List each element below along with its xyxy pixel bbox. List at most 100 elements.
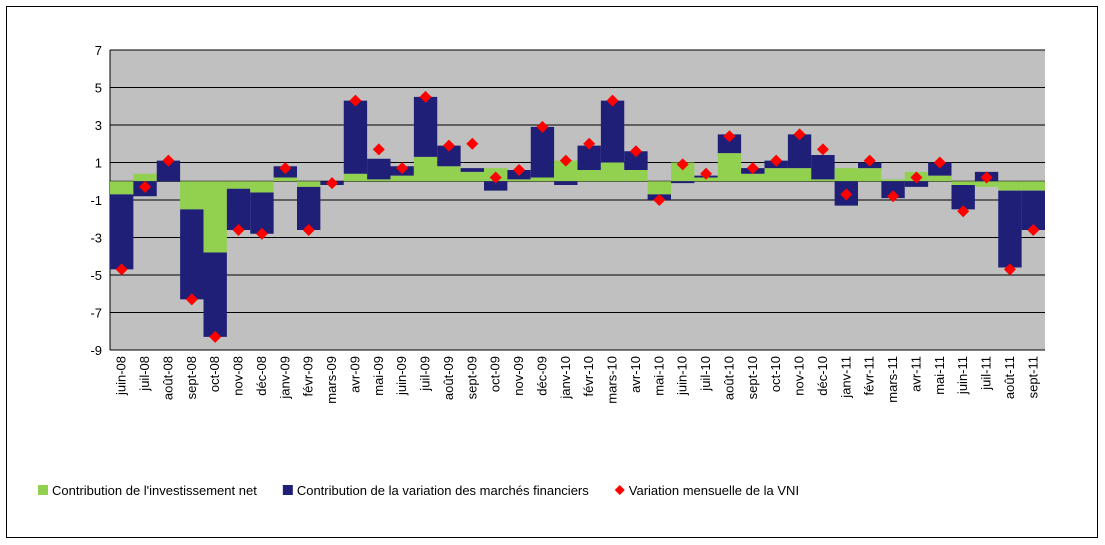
x-tick-label: janv-10 (558, 356, 573, 400)
marker (536, 120, 549, 133)
bar (507, 179, 531, 182)
bar (203, 252, 227, 337)
bar (671, 181, 695, 184)
marker (279, 162, 292, 175)
x-tick-label: mars-10 (605, 356, 620, 404)
bar (928, 162, 952, 176)
x-tick-label: juil-08 (137, 356, 152, 392)
legend-swatch (38, 485, 48, 495)
bar (343, 100, 368, 174)
bar (530, 177, 555, 182)
x-tick-label: juin-08 (114, 356, 129, 396)
marker (887, 190, 900, 203)
x-tick-label: sept-08 (184, 356, 199, 399)
bar (180, 181, 204, 210)
x-tick-label: nov-09 (511, 356, 526, 396)
marker (957, 205, 970, 218)
bar (367, 158, 391, 180)
x-tick-label: janv-11 (838, 356, 853, 399)
x-tick-label: juil-10 (698, 356, 713, 392)
legend-marker (614, 485, 625, 495)
marker (723, 130, 736, 143)
marker (185, 293, 198, 306)
x-tick-label: août-11 (1002, 356, 1017, 399)
bar (343, 173, 368, 182)
marker (513, 164, 526, 176)
y-tick-label: -1 (90, 193, 102, 208)
marker (139, 180, 152, 193)
bar (156, 160, 181, 182)
bar (250, 192, 274, 234)
marker (746, 162, 759, 175)
bar (624, 151, 648, 170)
bar (577, 145, 601, 170)
x-tick-label: févr-10 (581, 356, 596, 396)
x-tick-label: nov-10 (792, 356, 807, 396)
bar (811, 155, 835, 180)
x-tick-label: nov-08 (231, 356, 246, 396)
bar (717, 134, 742, 154)
bar (390, 175, 414, 182)
bar (460, 168, 484, 172)
x-tick-label: mars-09 (324, 356, 339, 404)
bar (226, 188, 251, 230)
bar (1021, 190, 1045, 230)
x-tick-label: juin-11 (955, 356, 970, 395)
bar (110, 194, 134, 270)
y-tick-label: -9 (90, 343, 102, 358)
marker (255, 227, 268, 240)
bar (226, 181, 251, 189)
marker (816, 143, 829, 156)
x-tick-label: févr-11 (862, 356, 877, 396)
bar (858, 168, 882, 182)
x-tick-label: mai-10 (651, 356, 666, 396)
bar (811, 179, 835, 182)
marker (209, 330, 222, 343)
legend-label: Variation mensuelle de la VNI (629, 483, 799, 498)
bar (834, 168, 858, 182)
bar (928, 175, 952, 182)
bar (297, 186, 321, 230)
bar (904, 181, 929, 187)
marker (489, 171, 502, 184)
x-tick-label: sept-10 (745, 356, 760, 399)
marker (770, 154, 783, 167)
marker (559, 154, 572, 167)
x-tick-label: août-10 (721, 356, 736, 400)
bar (367, 179, 391, 182)
bar (437, 145, 461, 167)
bar (881, 181, 905, 199)
bar (951, 185, 975, 210)
bar (413, 96, 438, 157)
marker (793, 128, 806, 141)
y-tick-label: -7 (90, 306, 102, 321)
marker (653, 194, 666, 206)
bar (717, 153, 742, 182)
marker (863, 154, 876, 167)
x-tick-label: mars-11 (885, 356, 900, 403)
x-tick-label: mai-09 (371, 356, 386, 396)
y-tick-label: -5 (90, 268, 102, 283)
marker (1003, 263, 1016, 276)
bar (764, 168, 788, 182)
bar (787, 134, 812, 169)
bar (951, 181, 975, 185)
x-tick-label: sept-11 (1025, 356, 1040, 398)
x-tick-label: janv-09 (277, 356, 292, 400)
marker (419, 90, 432, 103)
bar (600, 100, 625, 163)
x-tick-label: mai-11 (932, 356, 947, 395)
bar (530, 126, 555, 178)
x-tick-label: déc-09 (534, 356, 549, 396)
bar (741, 173, 765, 182)
x-tick-label: oct-08 (207, 356, 222, 392)
x-tick-label: déc-08 (254, 356, 269, 396)
marker (326, 177, 339, 190)
bar (1021, 181, 1045, 191)
bar (554, 160, 578, 182)
y-tick-label: 3 (95, 118, 102, 133)
legend-swatch (282, 485, 293, 495)
x-tick-label: juin-10 (675, 356, 690, 396)
marker (466, 137, 479, 150)
bar (297, 181, 321, 187)
